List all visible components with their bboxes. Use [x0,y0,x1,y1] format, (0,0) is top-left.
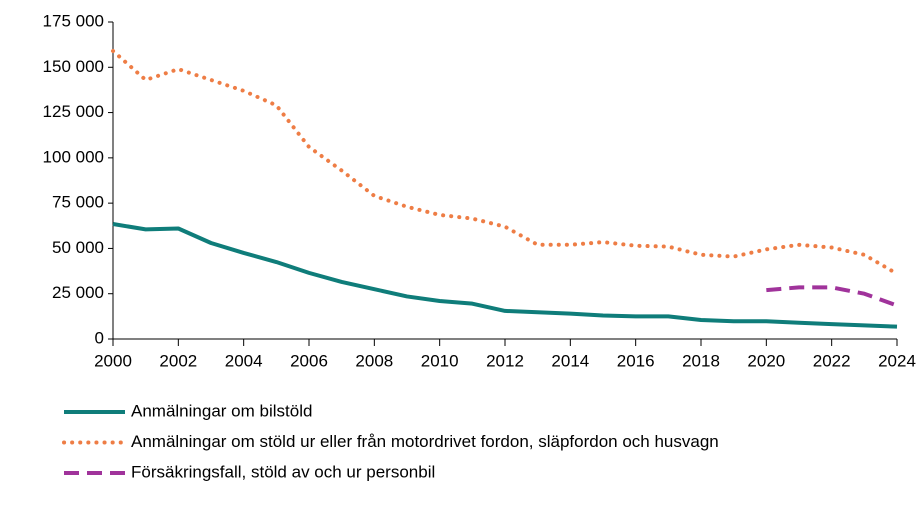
x-tick-label: 2002 [159,351,197,370]
x-tick-label: 2008 [355,351,393,370]
x-tick-label: 2010 [421,351,459,370]
y-tick-label: 0 [95,328,104,347]
x-tick-label: 2000 [94,351,132,370]
y-tick-label: 175 000 [43,11,104,30]
y-tick-label: 150 000 [43,57,104,76]
x-tick-label: 2024 [878,351,916,370]
series-line [766,285,898,308]
legend-label: Anmälningar om stöld ur eller från motor… [131,432,719,451]
legend-label: Försäkringsfall, stöld av och ur personb… [131,462,435,481]
x-tick-label: 2012 [486,351,524,370]
x-tick-label: 2004 [225,351,263,370]
y-tick-label: 75 000 [52,193,104,212]
y-tick-label: 50 000 [52,238,104,257]
x-tick-label: 2016 [617,351,655,370]
x-tick-label: 2020 [747,351,785,370]
x-tick-label: 2006 [290,351,328,370]
legend-label: Anmälningar om bilstöld [131,401,312,420]
x-tick-label: 2014 [551,351,589,370]
series-line [112,222,898,329]
y-tick-label: 25 000 [52,283,104,302]
x-tick-label: 2022 [813,351,851,370]
y-tick-label: 100 000 [43,147,104,166]
x-tick-label: 2018 [682,351,720,370]
series-line [111,48,899,276]
y-tick-label: 125 000 [43,102,104,121]
